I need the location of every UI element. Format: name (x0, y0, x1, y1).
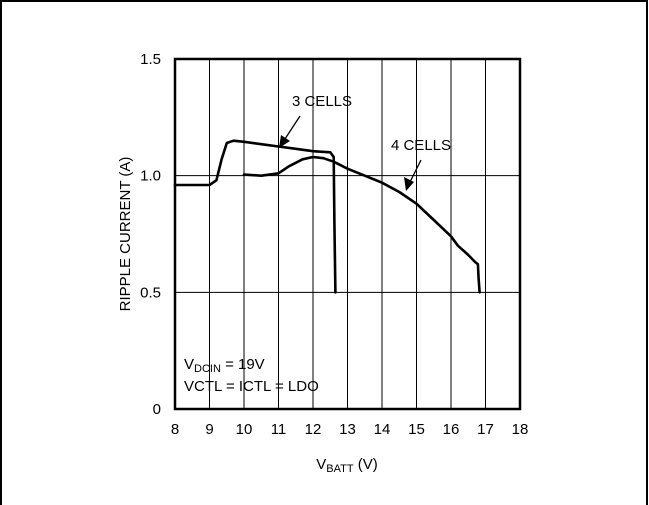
x-tick-labels: 8 9 10 11 12 13 14 15 16 17 18 (171, 421, 529, 438)
x-tick-label-3: 11 (271, 421, 287, 438)
plot-area-frame (173, 57, 522, 411)
arrow-3-cells-shaft (282, 115, 301, 143)
arrow-4-cells-shaft (408, 159, 422, 185)
x-tick-label-1: 9 (205, 421, 213, 438)
condition-vdcin-rest: = 19V (221, 356, 265, 373)
y-tick-label-2: 1.0 (140, 168, 161, 185)
y-axis-label: RIPPLE CURRENT (A) (117, 157, 134, 312)
y-tick-label-1: 0.5 (140, 284, 161, 301)
x-axis-label: VBATT (V) (316, 456, 377, 475)
x-tick-label-4: 12 (305, 421, 322, 438)
x-tick-label-8: 16 (443, 421, 460, 438)
x-tick-label-10: 18 (512, 421, 529, 438)
y-tick-label-0: 0 (153, 401, 161, 418)
condition-vdcin-main: V (184, 356, 194, 373)
x-tick-label-2: 10 (236, 421, 253, 438)
series-lines (173, 139, 481, 294)
condition-ctl: VCTL = ICTL = LDO (184, 378, 319, 395)
x-tick-label-0: 8 (171, 421, 179, 438)
arrow-3-cells-head (279, 135, 290, 148)
series-line-4-cells (242, 155, 481, 294)
arrow-4-cells-head (404, 177, 414, 191)
annotation-3-cells: 3 CELLS (292, 93, 352, 110)
condition-vdcin: VDCIN = 19V (184, 356, 265, 375)
y-tick-labels: 0 0.5 1.0 1.5 (140, 51, 161, 418)
grid-lines (175, 59, 520, 409)
condition-vdcin-sub: DCIN (194, 363, 221, 375)
x-tick-label-6: 14 (374, 421, 391, 438)
x-axis-label-sub: BATT (326, 463, 354, 475)
annotation-4-cells: 4 CELLS (391, 137, 451, 154)
x-axis-label-unit: (V) (354, 456, 378, 473)
series-line-3-cells (173, 139, 337, 294)
x-tick-label-9: 17 (477, 421, 494, 438)
x-axis-label-main: V (316, 456, 326, 473)
x-tick-label-5: 13 (339, 421, 356, 438)
y-tick-label-3: 1.5 (140, 51, 161, 68)
x-tick-label-7: 15 (408, 421, 425, 438)
